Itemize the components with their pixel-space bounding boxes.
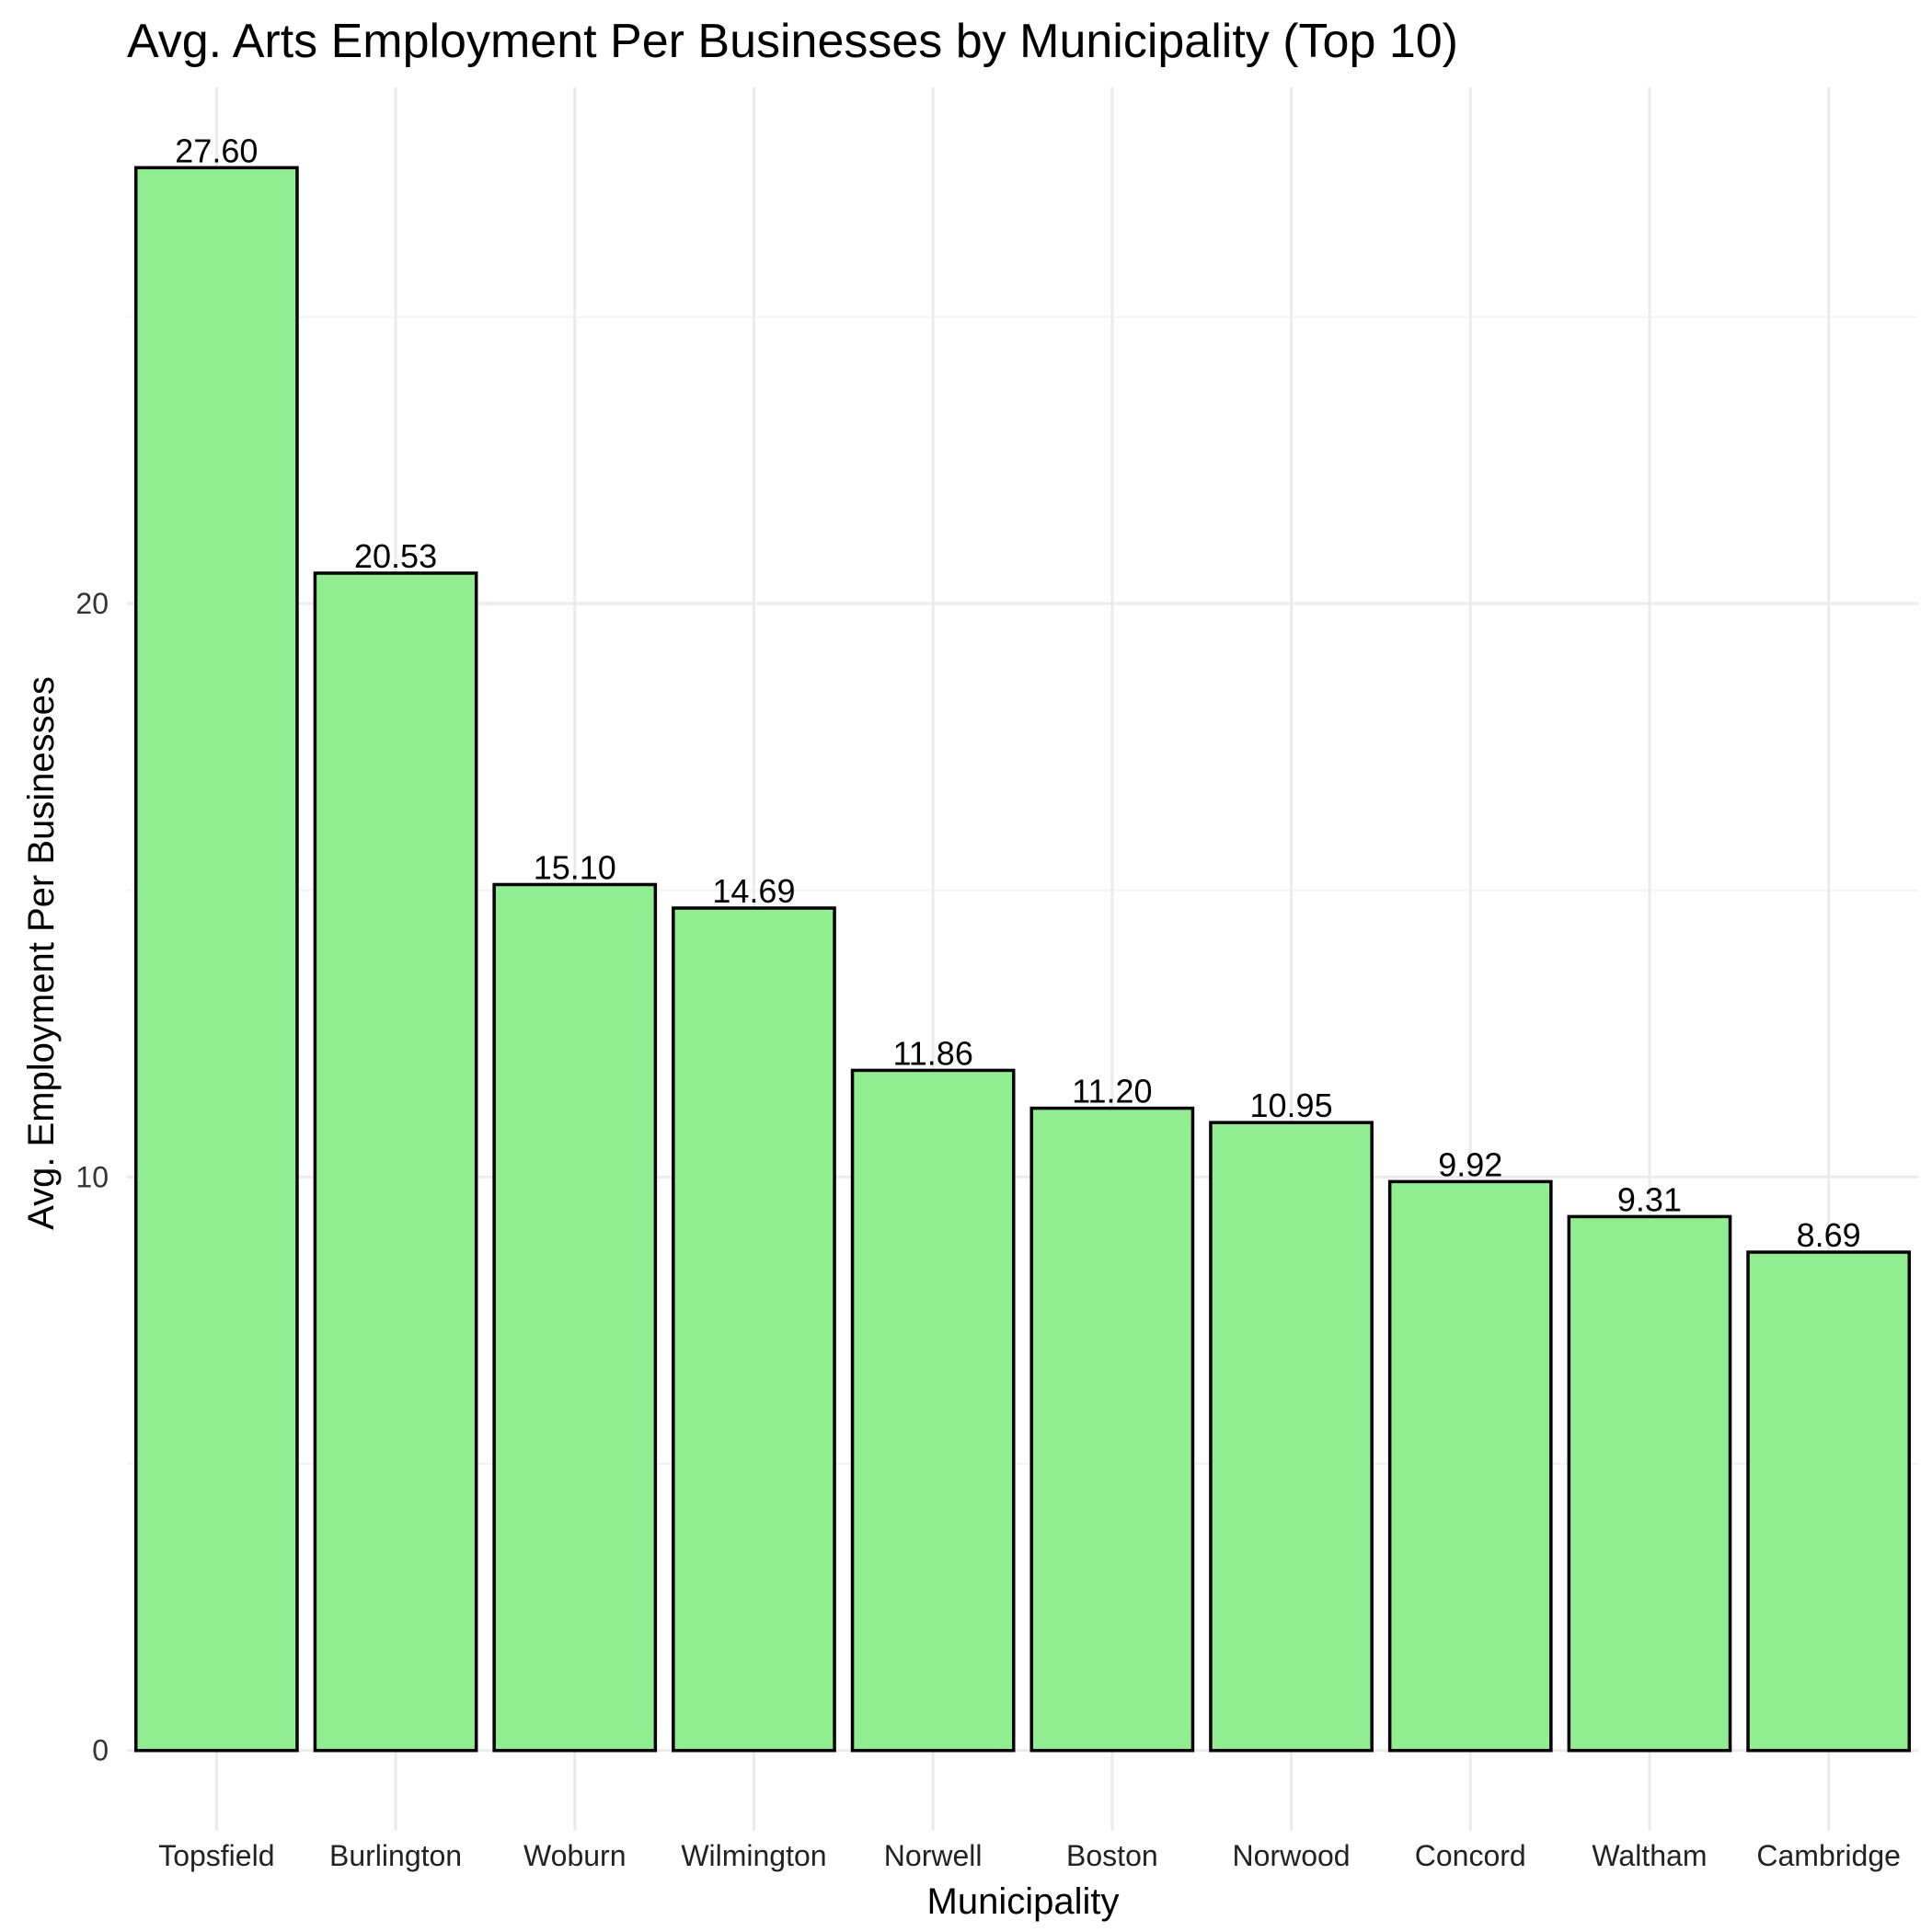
y-tick-label: 0: [92, 1734, 109, 1767]
x-tick-label: Wilmington: [681, 1839, 826, 1872]
data-label: 9.92: [1438, 1145, 1502, 1183]
bar-cambridge: [1746, 1250, 1912, 1753]
x-tick-label: Topsfield: [158, 1839, 274, 1872]
bar-norwood: [1209, 1121, 1374, 1753]
bars: [133, 166, 1912, 1753]
bar-wilmington: [672, 906, 836, 1753]
x-tick-label: Cambridge: [1756, 1839, 1901, 1872]
data-label: 9.31: [1617, 1180, 1682, 1218]
x-axis-title: Municipality: [927, 1881, 1120, 1922]
bar-concord: [1387, 1179, 1553, 1753]
bar-topsfield: [133, 166, 299, 1753]
data-label: 14.69: [712, 872, 795, 910]
data-label: 8.69: [1797, 1216, 1861, 1254]
x-tick-label: Concord: [1415, 1839, 1526, 1872]
x-tick-label: Norwood: [1233, 1839, 1351, 1872]
data-label: 15.10: [534, 848, 616, 886]
x-axis-ticks: Topsfield Burlington Woburn Wilmington Norwe…: [158, 1839, 1901, 1872]
x-tick-label: Norwell: [884, 1839, 983, 1872]
bar-boston: [1029, 1106, 1195, 1753]
data-label: 11.86: [892, 1034, 972, 1072]
bar-norwell: [850, 1068, 1016, 1753]
data-labels: 27.60 20.53 15.10 14.69 11.86 11.20 10.95 9.92 9…: [175, 132, 1860, 1254]
y-axis-ticks: 0 10 20: [75, 587, 109, 1767]
y-tick-label: 20: [75, 587, 109, 620]
bar-woburn: [492, 882, 658, 1753]
x-tick-label: Woburn: [523, 1839, 626, 1872]
y-axis-title: Avg. Employment Per Businesses: [21, 676, 62, 1230]
chart-title: Avg. Arts Employment Per Businesses by M…: [127, 15, 1458, 68]
bar-burlington: [313, 571, 478, 1753]
data-label: 10.95: [1250, 1087, 1333, 1124]
x-tick-label: Boston: [1066, 1839, 1158, 1872]
data-label: 11.20: [1072, 1073, 1152, 1110]
x-tick-label: Waltham: [1592, 1839, 1707, 1872]
data-label: 27.60: [175, 132, 258, 169]
y-tick-label: 10: [75, 1160, 109, 1193]
bar-waltham: [1567, 1214, 1732, 1753]
x-tick-label: Burlington: [329, 1839, 462, 1872]
data-label: 20.53: [354, 537, 437, 575]
